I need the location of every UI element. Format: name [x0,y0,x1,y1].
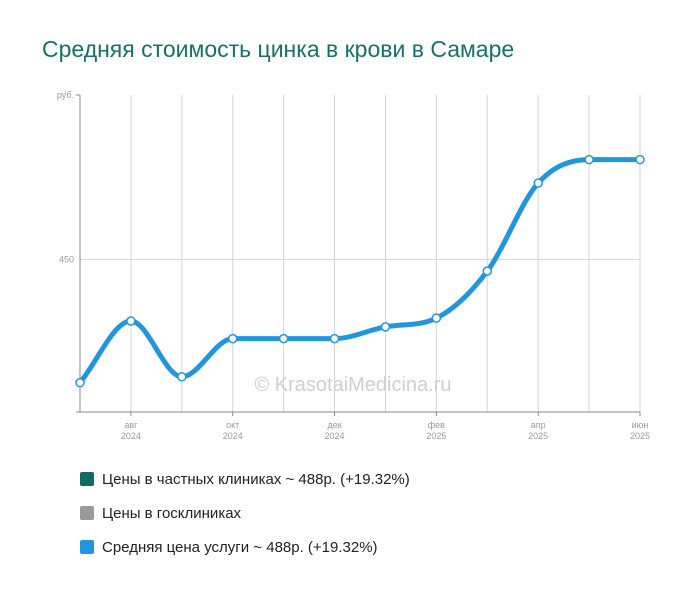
data-point [227,333,238,344]
x-tick-label-year: 2024 [325,431,345,441]
legend-swatch-average [80,540,94,554]
legend: Цены в частных клиниках ~ 488р. (+19.32%… [80,462,410,564]
x-tick-label-month: июн [632,420,649,430]
legend-label-public: Цены в госклиниках [102,504,242,522]
watermark: © KrasotaiMedicina.ru [254,374,451,396]
axes: 450авг2024окт2024дек2024фев2025апр2025ию… [59,94,650,441]
x-tick-label-month: авг [124,420,138,430]
x-tick-label-year: 2025 [426,431,446,441]
data-point [380,322,391,332]
data-point [533,178,543,188]
data-point [329,333,340,344]
legend-label-average: Средняя цена услуги ~ 488р. (+19.32%) [102,538,378,556]
grid [80,95,641,412]
data-point [75,377,85,388]
data-point [584,154,594,165]
x-tick-label-year: 2024 [223,431,243,441]
x-tick-label-month: фев [428,420,445,430]
chart-title: Средняя стоимость цинка в крови в Самаре [42,36,515,62]
data-point [431,313,442,323]
x-tick-label-month: апр [531,420,546,430]
data-point [482,266,493,276]
x-tick-label-year: 2025 [630,431,650,441]
data-point [126,316,136,326]
legend-item-private[interactable]: Цены в частных клиниках ~ 488р. (+19.32%… [80,462,410,496]
data-point [278,333,289,344]
legend-item-public[interactable]: Цены в госклиниках [80,496,410,530]
data-point [635,154,645,165]
data-point [177,372,187,382]
legend-swatch-private [80,472,94,486]
x-tick-label-year: 2025 [528,431,548,441]
x-tick-label-month: окт [226,420,239,430]
x-tick-label-year: 2024 [121,431,141,441]
legend-swatch-public [80,506,94,520]
series-layer [75,154,645,388]
y-tick-label: 450 [59,254,74,264]
x-tick-label-month: дек [327,420,341,430]
series-line-average [77,157,643,386]
legend-item-average[interactable]: Средняя цена услуги ~ 488р. (+19.32%) [80,530,410,564]
legend-label-private: Цены в частных клиниках ~ 488р. (+19.32%… [102,470,410,488]
y-axis-unit-label: руб. [57,90,74,100]
